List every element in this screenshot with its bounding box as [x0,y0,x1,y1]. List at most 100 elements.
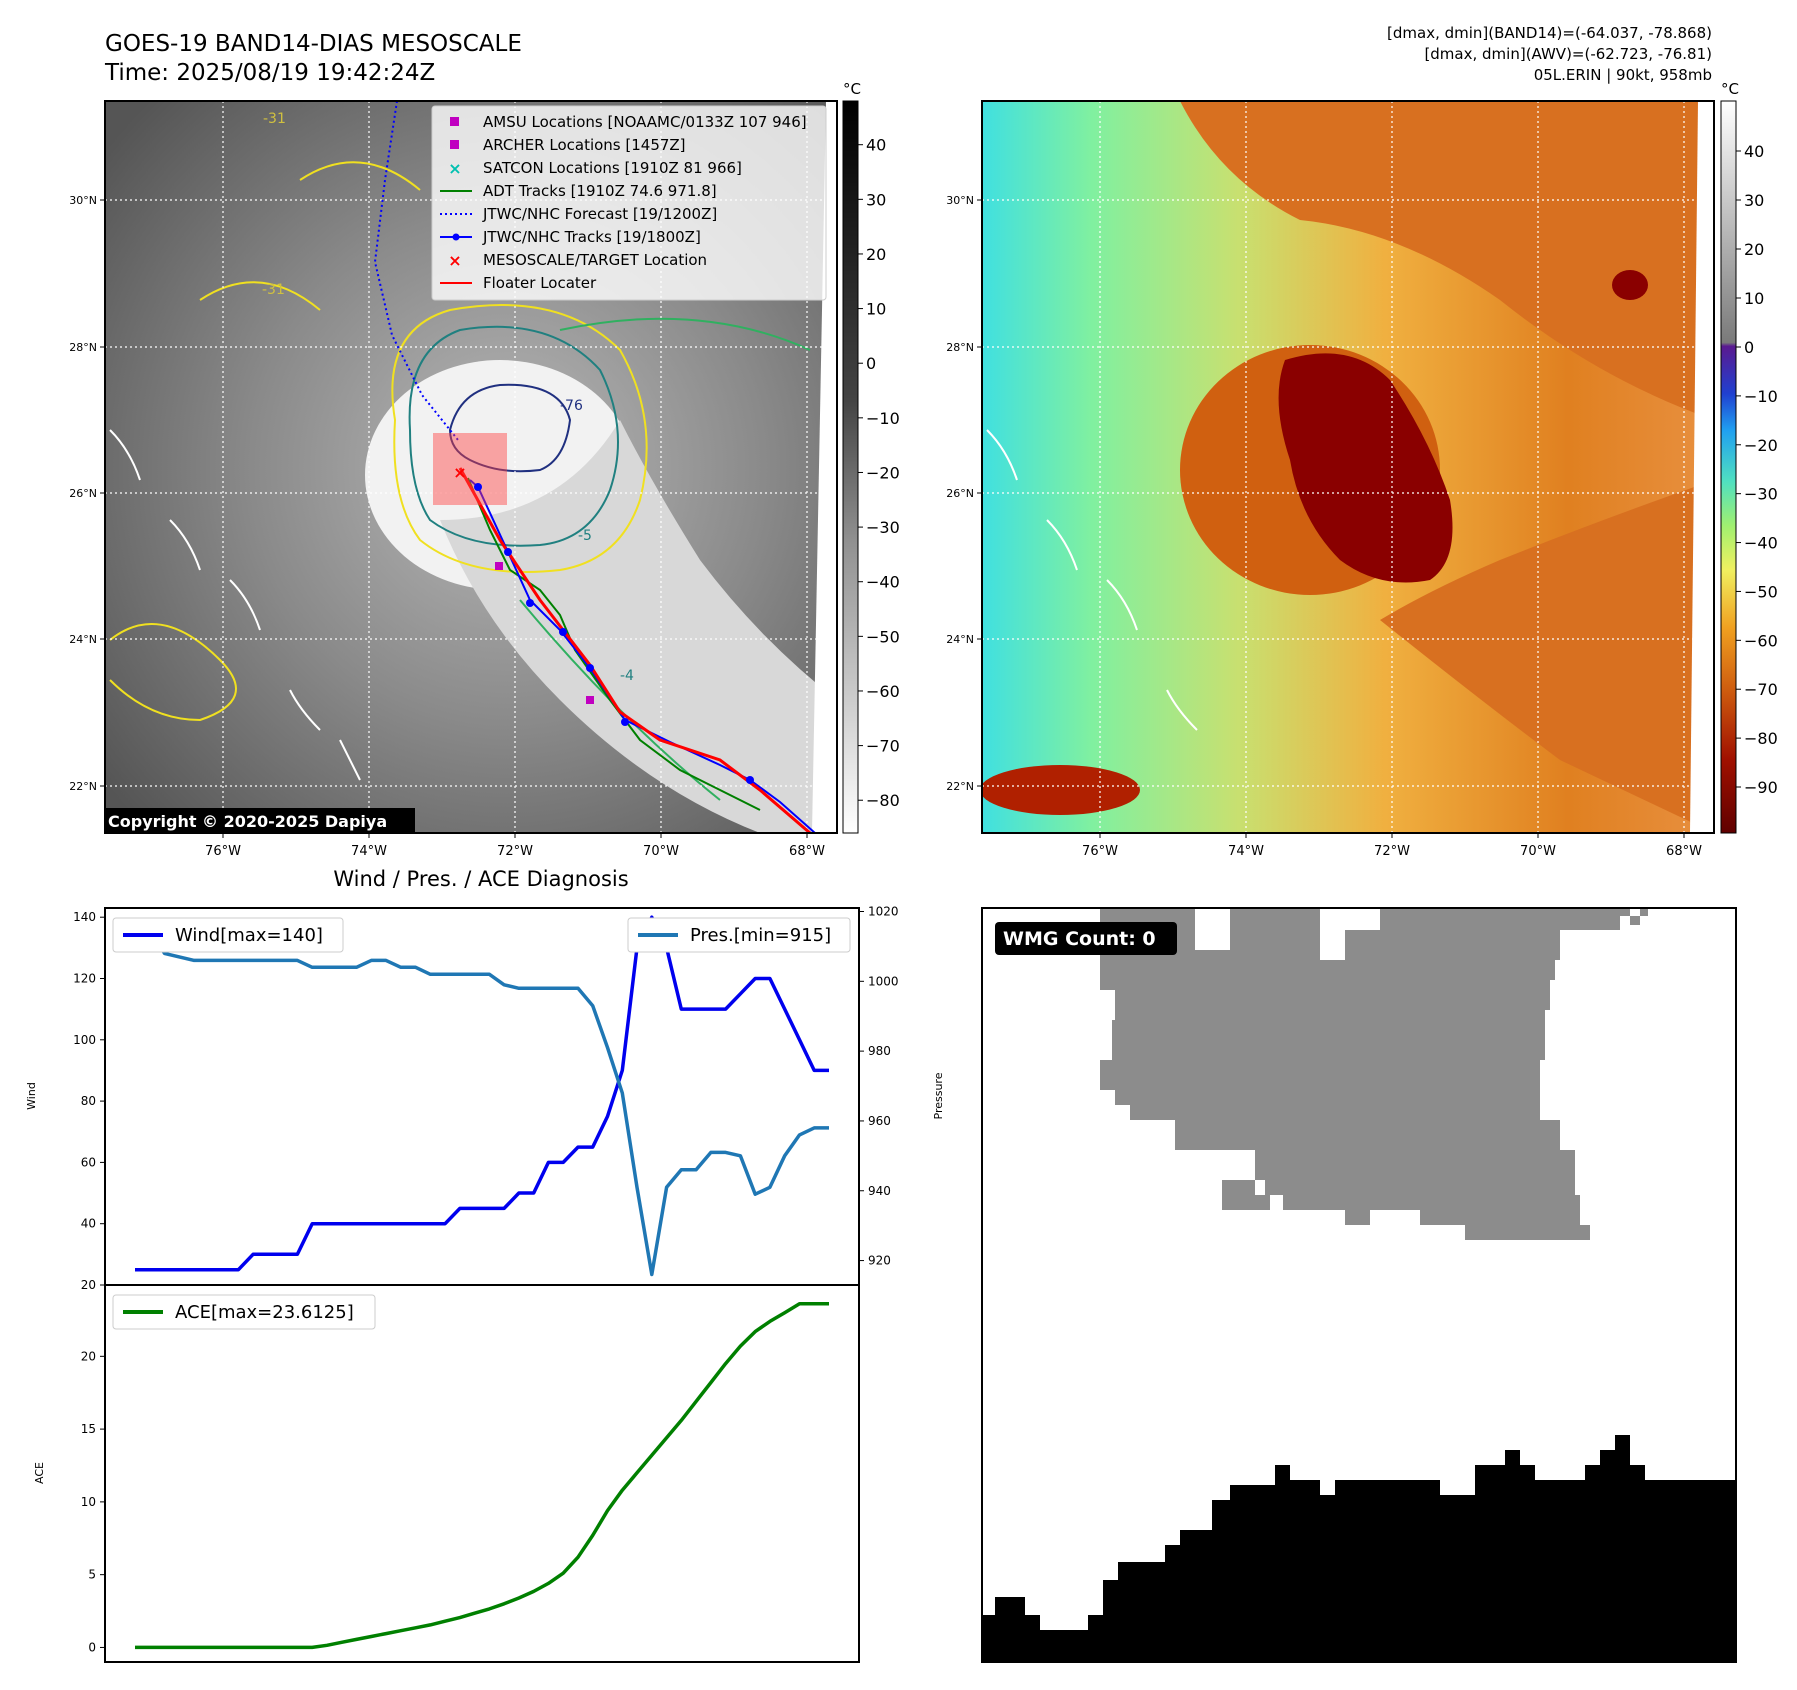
figure-time: Time: 2025/08/19 19:42:24Z [104,60,435,86]
y-right-tick-label: 920 [868,1254,891,1268]
y-tick-label: 15 [81,1422,96,1436]
lon-tick-label: 74°W [351,844,387,859]
lon-tick-label: 70°W [643,844,679,859]
contour-label: -31 [263,111,286,127]
ir-colorbar-tick-label: 20 [866,245,886,264]
ir-colorbar-unit: °C [843,80,861,98]
contour-label: -76 [560,398,583,414]
awv-dark-cell-ne [1612,270,1648,300]
series-line [135,927,829,1277]
ir-colorbar-tick-label: 40 [866,136,886,155]
lon-tick-label: 76°W [1082,844,1118,859]
wind-pressure-plot-frame [104,907,860,1286]
y-right-tick-label: 960 [868,1114,891,1128]
y-tick-label: 10 [81,1495,96,1509]
yellow-contour [391,304,648,573]
ir-swath-edge [812,101,837,833]
legend-marker-x: × [448,251,461,270]
legend-marker-square [450,140,459,149]
copyright-box [105,808,415,833]
awv-colorbar-tick-label: −30 [1744,485,1778,504]
awv-colorbar-tick-label: −90 [1744,778,1778,797]
y-right-tick-label: 1000 [868,974,899,988]
awv-colorbar-tick-label: −50 [1744,582,1778,601]
legend-item-label: AMSU Locations [NOAAMC/0133Z 107 946] [483,113,807,131]
lat-tick-label: 22°N [946,780,974,793]
lon-tick-label: 76°W [205,844,241,859]
legend-item-label: JTWC/NHC Forecast [19/1200Z] [482,205,717,223]
lon-tick-label: 68°W [789,844,825,859]
pressure-legend: Pres.[min=915] [627,917,851,953]
legend-item-label: ARCHER Locations [1457Z] [483,136,686,154]
western-yellow-contours [109,161,421,722]
contour-label: -4 [620,668,634,684]
awv-swath-edge [1690,101,1714,833]
lon-tick-label: 74°W [1228,844,1264,859]
lon-tick-label: 72°W [1374,844,1410,859]
lon-tick-label: 70°W [1520,844,1556,859]
awv-coastline-bahamas [986,429,1198,731]
lat-tick-label: 28°N [946,341,974,354]
dmax-band14-text: [dmax, dmin](BAND14)=(-64.037, -78.868) [1387,24,1712,42]
copyright-text: Copyright © 2020-2025 Dapiya [108,812,387,831]
legend-item-label: Floater Locater [483,274,597,292]
ir-colorbar-tick-label: −80 [866,791,900,810]
ace-legend-box [112,1294,376,1330]
wmg-gray-region [1100,909,1648,1240]
ace-legend: ACE[max=23.6125] [112,1294,376,1330]
awv-colorbar: °C 40 30 20 10 0 −10 −20 −30 −40 −50 −60 −70 −80 −90 [1720,80,1778,834]
y-tick-label: 60 [81,1155,96,1169]
y-tick-label: 20 [81,1349,96,1363]
legend-marker-square [450,117,459,126]
legend-box [431,105,827,301]
ir-lon-ticks: 76°W 74°W 72°W 70°W 68°W [205,833,825,859]
ace-legend-label: ACE[max=23.6125] [175,1302,354,1323]
map-gridlines [105,101,837,833]
contour-label: -5 [578,528,592,544]
ir-colorbar-gradient [842,100,859,834]
dmax-awv-text: [dmax, dmin](AWV)=(-62.723, -76.81) [1424,45,1712,63]
series-line [135,1301,829,1650]
lon-tick-label: 72°W [497,844,533,859]
lat-tick-label: 22°N [69,780,97,793]
ir-colorbar-tick-label: −20 [866,463,900,482]
awv-gridlines [982,101,1714,833]
awv-dark-cell-south [982,765,1140,815]
wmg-black-hole [1555,1465,1569,1479]
jtwc-forecast-track [373,101,459,441]
navy-contour [448,383,572,473]
wmg-label-box [995,922,1177,955]
awv-colorbar-tick-label: 30 [1744,191,1764,210]
wmg-count-label: WMG Count: 0 [1003,928,1156,950]
lat-tick-label: 30°N [946,194,974,207]
awv-colorbar-tick-label: −60 [1744,631,1778,650]
y-tick-label: 100 [73,1033,96,1047]
pressure-axis-label: Pressure [932,1072,945,1119]
lat-tick-label: 28°N [69,341,97,354]
wmg-panel: WMG Count: 0 [981,907,1737,1663]
awv-colorbar-tick-label: −40 [1744,534,1778,553]
legend-item-label: ADT Tracks [1910Z 74.6 971.8] [483,182,717,200]
y-right-tick-label: 940 [868,1184,891,1198]
mesoscale-target-marker: × [453,463,466,482]
ir-colorbar-tick-label: −40 [866,573,900,592]
ir-colorbar-tick-label: 0 [866,354,876,373]
ace-axis-label: ACE [33,1462,46,1484]
lat-tick-label: 30°N [69,194,97,207]
y-tick-label: 120 [73,971,96,985]
lat-tick-label: 26°N [69,487,97,500]
awv-colorbar-tick-label: 0 [1744,338,1754,357]
awv-colorbar-tick-label: −20 [1744,436,1778,455]
awv-eye-dark-region [1278,353,1453,583]
floater-box [433,433,507,505]
ir-colorbar: °C 40 30 20 10 0 −10 −20 −30 −40 −50 −60 −70 −80 [842,80,900,834]
legend-marker-dot [452,233,460,241]
awv-lon-ticks: 76°W 74°W 72°W 70°W 68°W [1082,833,1702,859]
figure-title: GOES-19 BAND14-DIAS MESOSCALE [105,31,522,57]
y-tick-label: 140 [73,910,96,924]
pressure-legend-box [627,917,851,953]
y-tick-label: 80 [81,1094,96,1108]
diagnosis-chart-title: Wind / Pres. / ACE Diagnosis [333,867,628,891]
awv-lat-ticks: 30°N 28°N 26°N 24°N 22°N [946,194,982,793]
